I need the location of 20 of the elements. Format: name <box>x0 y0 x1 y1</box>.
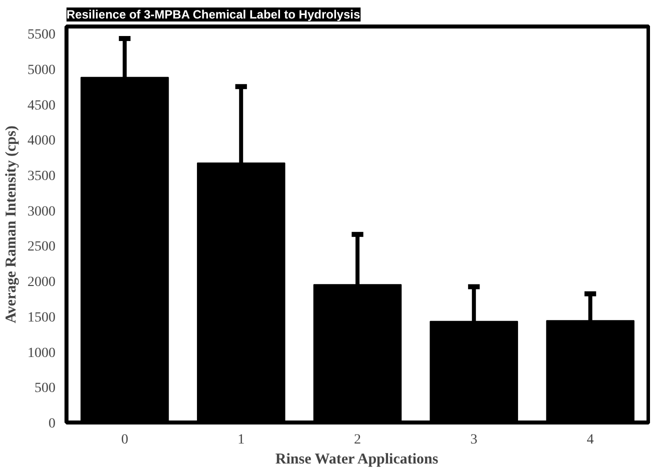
x-tick-label: 0 <box>121 432 128 448</box>
y-tick-label: 1500 <box>28 310 56 326</box>
x-tick-label: 1 <box>238 432 245 448</box>
y-tick-label: 1000 <box>28 346 56 361</box>
x-axis-title: Rinse Water Applications <box>275 452 438 468</box>
y-tick-label: 500 <box>34 381 56 396</box>
x-tick-label: 4 <box>586 432 594 448</box>
x-tick-label: 3 <box>470 432 478 448</box>
y-tick-label: 5000 <box>28 62 56 78</box>
y-tick-label: 5500 <box>28 28 56 43</box>
y-tick-label: 4000 <box>28 134 56 149</box>
y-tick-label: 3500 <box>28 169 56 184</box>
y-tick-label: 2500 <box>28 240 56 255</box>
chart-title: Resilience of 3-MPBA Chemical Label to Hydrolysis <box>66 8 360 22</box>
y-axis-title: Average Raman Intensity (cps) <box>4 126 20 324</box>
y-tick-label: 2000 <box>28 275 56 290</box>
y-tick-label: 4500 <box>28 98 56 114</box>
y-tick-label: 3000 <box>28 204 56 220</box>
y-tick-label: 0 <box>48 416 56 432</box>
x-tick-label: 2 <box>354 432 361 448</box>
